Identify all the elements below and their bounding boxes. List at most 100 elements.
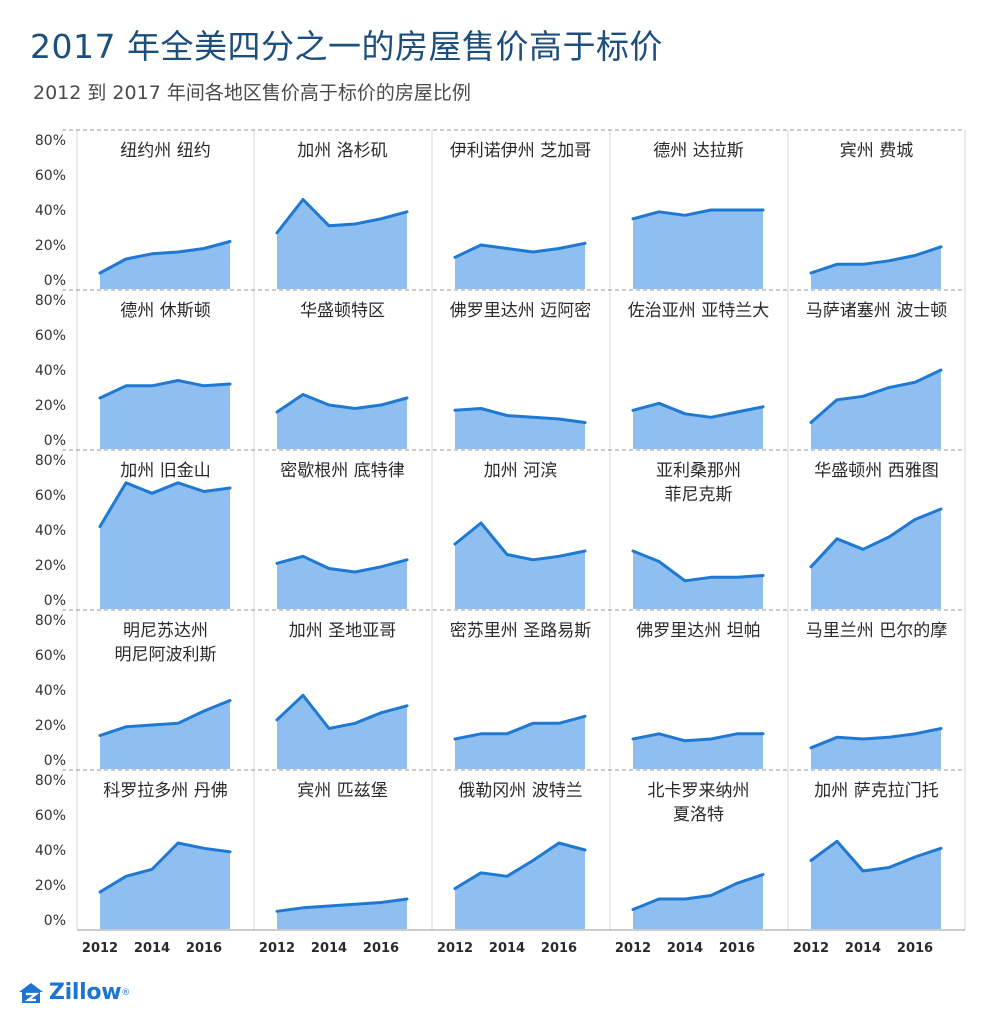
data-point	[150, 868, 154, 871]
x-tick-label: 2016	[719, 941, 755, 956]
series-line	[98, 841, 232, 894]
series-line	[631, 873, 765, 911]
series-area	[811, 370, 941, 449]
data-point	[275, 562, 279, 565]
data-point	[709, 208, 713, 212]
data-point	[505, 732, 509, 735]
data-point	[583, 421, 587, 424]
data-point	[405, 704, 409, 707]
data-point	[405, 558, 409, 561]
panel: 华盛顿州 西雅图	[809, 461, 943, 609]
panel-title: 华盛顿特区	[300, 301, 385, 321]
series-line	[98, 379, 232, 400]
data-point	[275, 910, 279, 913]
data-point	[379, 217, 383, 220]
data-point	[809, 746, 813, 749]
data-point	[583, 242, 587, 245]
data-point	[735, 410, 739, 414]
y-tick-label: 40%	[35, 683, 66, 699]
data-point	[301, 906, 305, 909]
panel-title: 亚利桑那州	[656, 461, 741, 481]
data-point	[150, 492, 154, 495]
panel-title: 纽约州 纽约	[120, 141, 210, 161]
data-point	[631, 409, 635, 412]
y-tick-label: 80%	[35, 133, 66, 149]
series-area	[455, 408, 585, 449]
data-point	[176, 379, 180, 382]
data-point	[228, 486, 232, 490]
data-point	[657, 210, 661, 213]
data-point	[913, 732, 917, 735]
series-area	[100, 482, 230, 609]
data-point	[861, 737, 865, 741]
panel-title: 宾州 费城	[840, 141, 913, 161]
data-point	[835, 736, 839, 739]
zillow-house-icon	[19, 982, 43, 1003]
series-line	[453, 841, 587, 890]
data-point	[735, 732, 739, 735]
panel-title: 德州 达拉斯	[653, 141, 743, 161]
y-tick-label: 20%	[35, 238, 66, 254]
data-point	[379, 901, 383, 904]
series-area	[455, 843, 585, 929]
series-line	[98, 481, 232, 528]
y-tick-label: 80%	[35, 613, 66, 629]
data-point	[176, 722, 180, 725]
data-point	[913, 381, 917, 384]
series-area	[811, 841, 941, 929]
data-point	[557, 247, 561, 250]
panel-title: 佛罗里达州 迈阿密	[450, 301, 591, 321]
panel: 加州 河滨	[453, 461, 587, 609]
data-point	[202, 847, 206, 850]
data-point	[939, 507, 943, 511]
panel: 加州 圣地亚哥	[275, 621, 409, 769]
data-point	[709, 894, 713, 897]
panel-title: 密歇根州 底特律	[280, 461, 404, 481]
panel-title: 北卡罗来纳州	[648, 781, 750, 801]
data-point	[657, 560, 661, 563]
data-point	[913, 254, 917, 257]
brand-registered-mark: ®	[121, 987, 131, 998]
data-point	[202, 709, 206, 713]
chart-subtitle: 2012 到 2017 年间各地区售价高于标价的房屋比例	[33, 82, 471, 104]
panel: 佐治亚州 亚特兰大	[628, 301, 769, 449]
data-point	[809, 859, 813, 862]
data-point	[479, 871, 483, 874]
data-point	[557, 722, 561, 725]
series-area	[633, 210, 763, 289]
data-point	[405, 396, 409, 400]
series-line	[275, 897, 409, 913]
data-point	[453, 256, 457, 259]
data-point	[939, 245, 943, 248]
y-tick-label: 40%	[35, 523, 66, 539]
data-point	[405, 210, 409, 213]
data-point	[327, 403, 331, 407]
data-point	[405, 897, 409, 901]
data-point	[353, 903, 357, 906]
panel-title: 宾州 匹兹堡	[297, 781, 387, 801]
data-point	[861, 869, 865, 873]
panel: 加州 洛杉矶	[275, 141, 409, 289]
panel-title: 加州 旧金山	[120, 461, 210, 481]
data-point	[327, 224, 331, 227]
data-point	[683, 897, 687, 901]
series-line	[631, 208, 765, 221]
data-point	[683, 579, 687, 582]
y-tick-label: 60%	[35, 648, 66, 664]
data-point	[835, 537, 839, 540]
data-point	[176, 841, 180, 845]
data-point	[479, 243, 483, 247]
data-point	[228, 382, 232, 386]
data-point	[809, 421, 813, 424]
panel: 马里兰州 巴尔的摩	[806, 621, 947, 769]
data-point	[275, 718, 279, 721]
data-point	[861, 395, 865, 398]
panel-title: 佐治亚州 亚特兰大	[628, 301, 769, 321]
series-line	[631, 549, 765, 583]
series-line	[453, 714, 587, 741]
y-tick-label: 60%	[35, 328, 66, 344]
data-point	[176, 481, 180, 484]
data-point	[887, 386, 891, 389]
data-point	[301, 555, 305, 558]
